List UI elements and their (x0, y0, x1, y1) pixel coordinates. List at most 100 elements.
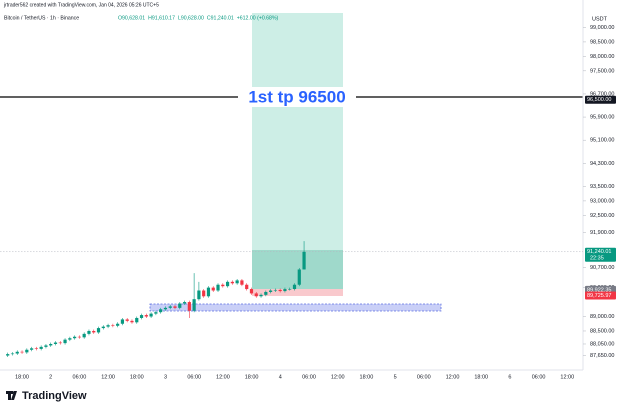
candle (269, 289, 273, 294)
candle (202, 289, 206, 298)
candle (297, 267, 301, 287)
annotation-bg (238, 87, 356, 107)
candle (264, 290, 268, 297)
y-tick-label: 90,700.00 (590, 265, 614, 271)
price-label: 91,240.01 (587, 249, 611, 255)
candle-body (182, 302, 187, 304)
candle-body (211, 287, 215, 291)
price-label-box (585, 291, 616, 300)
candle (163, 306, 168, 311)
ohlc-value: C91,240.01 (207, 15, 234, 21)
x-tick-label: 12:00 (560, 374, 574, 380)
candle-body (283, 289, 287, 292)
candle (288, 287, 292, 291)
candle-body (15, 351, 19, 354)
candle-body (288, 289, 292, 290)
candle (77, 335, 81, 339)
candle-body (6, 354, 10, 356)
candle-body (120, 319, 125, 324)
y-tick-label: 95,100.00 (590, 138, 614, 144)
candle (235, 278, 239, 285)
candle-body (39, 346, 43, 349)
target-zone (252, 13, 343, 289)
ohlc-value: H91,610.17 (148, 15, 175, 21)
candle (187, 300, 191, 318)
price-label: 89,725.97 (587, 293, 611, 299)
candle (130, 319, 134, 324)
candle (96, 326, 101, 334)
x-tick-label: 18:00 (245, 374, 259, 380)
x-tick-label: 3 (164, 374, 167, 380)
candle-body (292, 284, 297, 290)
candle (221, 283, 225, 288)
x-tick-label: 18:00 (360, 374, 374, 380)
candle-body (187, 302, 191, 311)
candle (63, 338, 67, 345)
x-tick-label: 2 (49, 374, 52, 380)
x-tick-label: 5 (394, 374, 397, 380)
candle-body (58, 342, 62, 344)
x-tick-label: 06:00 (302, 374, 316, 380)
y-tick-label: 97,500.00 (590, 68, 614, 74)
candle (87, 329, 91, 336)
candle-body (259, 294, 263, 297)
candle-body (96, 328, 101, 333)
credit: jrtrader562 created with TradingView.com… (3, 2, 159, 8)
candle-body (44, 345, 48, 347)
candle-body (206, 287, 211, 297)
candle (240, 278, 244, 287)
candle-body (63, 339, 67, 344)
x-tick-label: 12:00 (331, 374, 345, 380)
y-tick-label: 94,300.00 (590, 161, 614, 167)
x-tick-label: 18:00 (15, 374, 29, 380)
y-tick-label: 99,000.00 (590, 25, 614, 31)
candle (154, 310, 158, 316)
ohlc-value: O90,628.01 (118, 15, 145, 21)
candle-body (269, 290, 273, 292)
candle (225, 280, 230, 288)
candle (178, 302, 182, 310)
y-tick-label: 91,900.00 (590, 230, 614, 236)
candle (144, 313, 148, 318)
candle-body (92, 330, 96, 333)
candle (273, 288, 277, 292)
candle (197, 281, 201, 301)
y-tick-label: 93,000.00 (590, 198, 614, 204)
candle (283, 287, 287, 293)
support-zone (149, 303, 442, 312)
y-tick-label: 98,500.00 (590, 39, 614, 45)
candle (10, 352, 15, 356)
y-tick-label: 89,000.00 (590, 314, 614, 320)
x-tick-label: 18:00 (474, 374, 488, 380)
candle (182, 300, 187, 305)
price-label: 96,500.00 (587, 97, 611, 103)
candle-body (149, 313, 153, 317)
candle-body (216, 284, 220, 291)
candle (159, 307, 163, 314)
candle (245, 283, 249, 291)
candle-body (111, 325, 115, 326)
ohlc-value: L90,628.00 (178, 15, 204, 21)
candle-body (178, 303, 182, 308)
candle-body (77, 336, 81, 338)
candle-body (87, 330, 91, 334)
candle-body (240, 280, 244, 285)
candle (44, 343, 48, 349)
candle (39, 345, 43, 351)
candle (192, 273, 196, 313)
candle-body (101, 326, 105, 329)
candle (82, 332, 86, 339)
x-tick-label: 4 (279, 374, 282, 380)
y-tick-label: 87,650.00 (590, 353, 614, 359)
candle (173, 304, 177, 310)
y-tick-label: 95,900.00 (590, 115, 614, 121)
x-tick-label: 06:00 (73, 374, 87, 380)
x-tick-label: 12:00 (216, 374, 230, 380)
candle-body (125, 319, 129, 321)
candle (302, 241, 306, 270)
candle (168, 304, 172, 310)
annotation: 1st tp 96500 (248, 87, 345, 106)
candle-body (168, 306, 172, 308)
x-tick-label: 06:00 (417, 374, 431, 380)
